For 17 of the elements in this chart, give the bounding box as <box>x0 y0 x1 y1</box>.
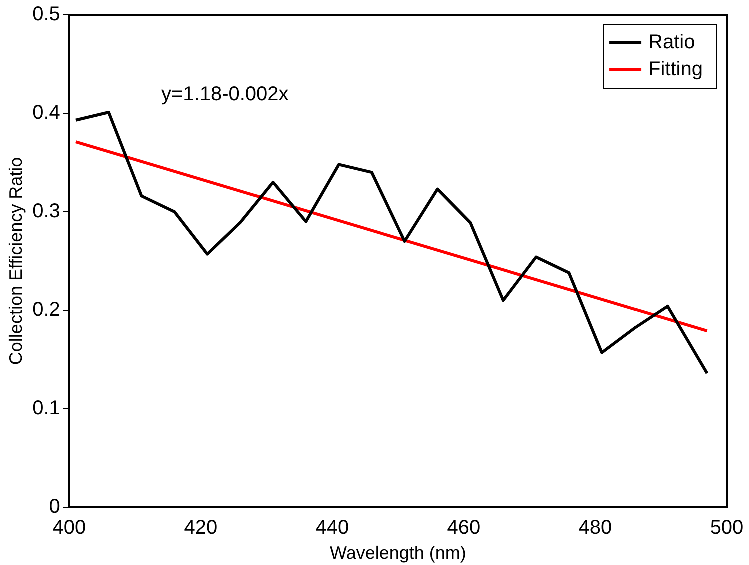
y-tick-label: 0.2 <box>32 298 60 321</box>
y-tick-label: 0.4 <box>32 102 60 124</box>
y-tick-label: 0.1 <box>32 397 60 420</box>
y-tick-label: 0 <box>49 496 60 518</box>
x-tick-label: 440 <box>316 516 350 539</box>
annotation: y=1.18-0.002x <box>161 84 289 106</box>
y-axis-title: Collection Efficiency Ratio <box>6 157 26 366</box>
legend-label: Fitting <box>648 58 704 81</box>
x-tick-label: 480 <box>578 516 612 539</box>
y-tick-label: 0.3 <box>32 200 60 222</box>
legend-label: Ratio <box>648 32 696 54</box>
x-tick-label: 500 <box>710 516 744 539</box>
x-tick-label: 460 <box>447 516 481 539</box>
x-tick-label: 420 <box>184 516 218 539</box>
x-tick-label: 400 <box>52 516 86 539</box>
x-axis-title: Wavelength (nm) <box>330 543 466 564</box>
y-tick-label: 0.5 <box>32 4 60 26</box>
